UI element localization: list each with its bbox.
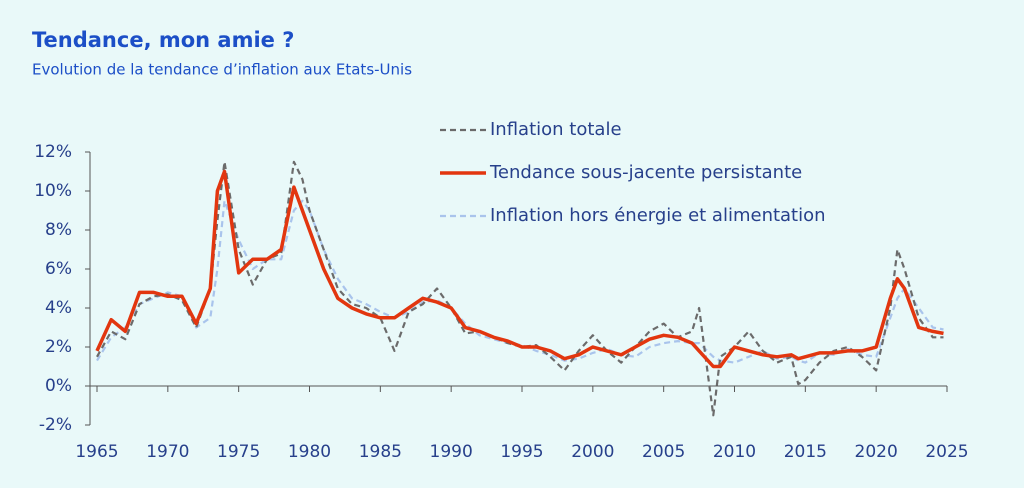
x-tick-label: 2025 [925, 442, 968, 462]
x-tick-label: 2000 [571, 442, 614, 462]
y-tick-label: 0% [45, 376, 72, 396]
chart-subtitle: Evolution de la tendance d’inflation aux… [32, 61, 412, 79]
y-tick-label: 6% [45, 259, 72, 279]
x-tick-label: 1965 [75, 442, 118, 462]
x-tick-label: 2005 [642, 442, 685, 462]
legend-label: Inflation totale [490, 119, 622, 140]
x-tick-label: 1985 [359, 442, 402, 462]
y-tick-label: 12% [34, 142, 72, 162]
series-line [95, 169, 944, 369]
x-tick-label: 1990 [430, 442, 473, 462]
chart-title: Tendance, mon amie ? [32, 28, 294, 52]
x-tick-label: 1980 [288, 442, 331, 462]
y-tick-label: 2% [45, 337, 72, 357]
y-tick-label: -2% [39, 415, 72, 435]
x-tick-label: 2010 [713, 442, 756, 462]
x-tick-label: 2020 [855, 442, 898, 462]
y-tick-label: 4% [45, 298, 72, 318]
x-tick-label: 1995 [500, 442, 543, 462]
x-tick-label: 1970 [146, 442, 189, 462]
legend-label: Inflation hors énergie et alimentation [490, 205, 826, 226]
y-tick-label: 10% [34, 181, 72, 201]
x-tick-label: 2015 [784, 442, 827, 462]
y-tick-label: 8% [45, 220, 72, 240]
x-tick-label: 1975 [217, 442, 260, 462]
legend-label: Tendance sous-jacente persistante [489, 162, 802, 183]
